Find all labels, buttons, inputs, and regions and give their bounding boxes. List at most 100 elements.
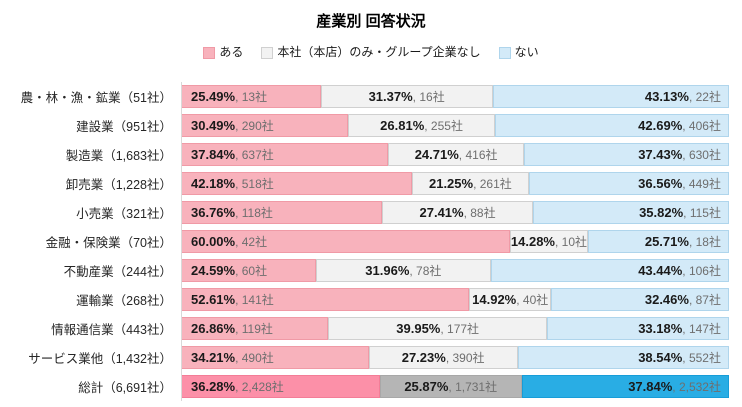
bar-segment-aru: 42.18%, 518社 — [181, 172, 413, 195]
bar-segment-nai: 37.84%, 2,532社 — [521, 375, 729, 398]
category-label: 卸売業（1,228社） — [65, 178, 172, 192]
bar-segment-honsha-nomi: 21.25%, 261社 — [412, 172, 529, 195]
segment-value-label: 24.71%, 416社 — [414, 147, 498, 162]
legend-item-honsha-nomi: 本社（本店）のみ・グループ企業なし — [261, 45, 481, 60]
bar-segment-honsha-nomi: 26.81%, 255社 — [348, 114, 496, 137]
bar-segment-nai: 43.13%, 22社 — [492, 85, 729, 108]
segment-value-label: 39.95%, 177社 — [396, 321, 480, 336]
segment-value-label: 25.49%, 13社 — [191, 89, 268, 104]
bar-segment-nai: 35.82%, 115社 — [532, 201, 729, 224]
segment-value-label: 14.28%, 10社 — [510, 234, 588, 249]
segment-value-label: 38.54%, 552社 — [638, 350, 721, 365]
legend-swatch-icon — [261, 46, 274, 59]
segment-value-label: 43.44%, 106社 — [638, 263, 721, 278]
bar-segment-honsha-nomi: 27.41%, 88社 — [382, 201, 533, 224]
chart-row: 製造業（1,683社） 37.84%, 637社 24.71%, 416社 37.43… — [0, 140, 742, 169]
bar-track: 34.21%, 490社 27.23%, 390社 38.54%, 552社 — [181, 346, 729, 369]
bar-segment-nai: 43.44%, 106社 — [490, 259, 729, 282]
bar-segment-nai: 32.46%, 87社 — [551, 288, 729, 311]
segment-value-label: 26.81%, 255社 — [380, 118, 463, 133]
legend-label: ある — [219, 45, 244, 59]
segment-value-label: 37.84%, 2,532社 — [628, 379, 721, 394]
legend-label: ない — [514, 45, 539, 59]
category-label: 小売業（321社） — [76, 207, 172, 221]
bar-segment-aru: 60.00%, 42社 — [181, 230, 510, 253]
segment-value-label: 52.61%, 141社 — [191, 292, 274, 307]
legend-swatch-icon — [203, 46, 216, 59]
segment-value-label: 32.46%, 87社 — [644, 292, 721, 307]
segment-value-label: 21.25%, 261社 — [428, 176, 512, 191]
bar-segment-nai: 42.69%, 406社 — [495, 114, 729, 137]
chart-title: 産業別 回答状況 — [316, 13, 426, 30]
bar-segment-aru: 52.61%, 141社 — [181, 288, 470, 311]
segment-value-label: 25.71%, 18社 — [644, 234, 721, 249]
bar-track: 60.00%, 42社 14.28%, 10社 25.71%, 18社 — [181, 230, 729, 253]
legend-swatch-icon — [498, 46, 511, 59]
segment-value-label: 31.37%, 16社 — [368, 89, 445, 104]
segment-value-label: 34.21%, 490社 — [191, 350, 274, 365]
bar-track: 37.84%, 637社 24.71%, 416社 37.43%, 630社 — [181, 143, 729, 166]
bar-rows: 農・林・漁・鉱業（51社） 25.49%, 13社 31.37%, 16社 43.13… — [0, 82, 742, 401]
chart-row: 情報通信業（443社） 26.86%, 119社 39.95%, 177社 33.18… — [0, 314, 742, 343]
chart-row: 農・林・漁・鉱業（51社） 25.49%, 13社 31.37%, 16社 43.13… — [0, 82, 742, 111]
bar-segment-nai: 37.43%, 630社 — [523, 143, 729, 166]
bar-segment-aru: 30.49%, 290社 — [181, 114, 349, 137]
segment-value-label: 33.18%, 147社 — [638, 321, 721, 336]
segment-value-label: 60.00%, 42社 — [191, 234, 268, 249]
category-label: 不動産業（244社） — [63, 265, 172, 279]
legend-item-aru: ある — [203, 45, 243, 60]
segment-value-label: 24.59%, 60社 — [191, 263, 268, 278]
segment-value-label: 36.76%, 118社 — [191, 205, 273, 220]
bar-segment-honsha-nomi: 31.96%, 78社 — [315, 259, 491, 282]
bar-segment-honsha-nomi: 39.95%, 177社 — [328, 317, 548, 340]
bar-segment-honsha-nomi: 31.37%, 16社 — [320, 85, 493, 108]
bar-segment-nai: 33.18%, 147社 — [547, 317, 729, 340]
bar-segment-nai: 36.56%, 449社 — [528, 172, 729, 195]
category-label: 総計（6,691社） — [78, 381, 172, 395]
bar-segment-honsha-nomi: 27.23%, 390社 — [368, 346, 518, 369]
bar-track: 36.76%, 118社 27.41%, 88社 35.82%, 115社 — [181, 201, 729, 224]
bar-track: 26.86%, 119社 39.95%, 177社 33.18%, 147社 — [181, 317, 729, 340]
bar-track: 24.59%, 60社 31.96%, 78社 43.44%, 106社 — [181, 259, 729, 282]
segment-value-label: 25.87%, 1,731社 — [404, 379, 498, 394]
chart-row: 建設業（951社） 30.49%, 290社 26.81%, 255社 42.69%,… — [0, 111, 742, 140]
segment-value-label: 36.56%, 449社 — [638, 176, 721, 191]
bar-segment-aru: 24.59%, 60社 — [181, 259, 316, 282]
bar-track: 36.28%, 2,428社 25.87%, 1,731社 37.84%, 2,53… — [181, 375, 729, 398]
bar-segment-aru: 26.86%, 119社 — [181, 317, 329, 340]
chart-row: サービス業他（1,432社） 34.21%, 490社 27.23%, 390社 38… — [0, 343, 742, 372]
bar-segment-aru: 34.21%, 490社 — [181, 346, 369, 369]
bar-segment-aru: 25.49%, 13社 — [181, 85, 321, 108]
bar-track: 30.49%, 290社 26.81%, 255社 42.69%, 406社 — [181, 114, 729, 137]
bar-segment-honsha-nomi: 14.92%, 40社 — [469, 288, 552, 311]
bar-segment-aru: 36.76%, 118社 — [181, 201, 383, 224]
segment-value-label: 14.92%, 40社 — [472, 292, 549, 307]
legend-label: 本社（本店）のみ・グループ企業なし — [277, 45, 481, 59]
category-label: 金融・保険業（70社） — [45, 236, 172, 250]
segment-value-label: 26.86%, 119社 — [191, 321, 273, 336]
segment-value-label: 35.82%, 115社 — [639, 205, 721, 220]
chart-row: 不動産業（244社） 24.59%, 60社 31.96%, 78社 43.44%, … — [0, 256, 742, 285]
segment-value-label: 31.96%, 78社 — [365, 263, 442, 278]
bar-segment-honsha-nomi: 24.71%, 416社 — [388, 143, 524, 166]
segment-value-label: 37.43%, 630社 — [638, 147, 721, 162]
segment-value-label: 37.84%, 637社 — [191, 147, 274, 162]
bar-segment-aru: 37.84%, 637社 — [181, 143, 389, 166]
bar-segment-nai: 38.54%, 552社 — [517, 346, 729, 369]
legend: ある 本社（本店）のみ・グループ企業なし ない — [0, 45, 742, 60]
segment-value-label: 27.23%, 390社 — [401, 350, 485, 365]
chart-row: 金融・保険業（70社） 60.00%, 42社 14.28%, 10社 25.71%,… — [0, 227, 742, 256]
legend-item-nai: ない — [498, 45, 539, 60]
chart-row-total: 総計（6,691社） 36.28%, 2,428社 25.87%, 1,731社 37… — [0, 372, 742, 401]
bar-track: 25.49%, 13社 31.37%, 16社 43.13%, 22社 — [181, 85, 729, 108]
bar-segment-honsha-nomi: 25.87%, 1,731社 — [379, 375, 522, 398]
chart-row: 小売業（321社） 36.76%, 118社 27.41%, 88社 35.82%, … — [0, 198, 742, 227]
bar-segment-nai: 25.71%, 18社 — [588, 230, 729, 253]
category-label: 農・林・漁・鉱業（51社） — [20, 91, 172, 105]
category-label: 情報通信業（443社） — [51, 323, 172, 337]
category-label: サービス業他（1,432社） — [28, 352, 172, 366]
bar-segment-aru: 36.28%, 2,428社 — [181, 375, 380, 398]
segment-value-label: 27.41%, 88社 — [419, 205, 496, 220]
segment-value-label: 43.13%, 22社 — [644, 89, 721, 104]
